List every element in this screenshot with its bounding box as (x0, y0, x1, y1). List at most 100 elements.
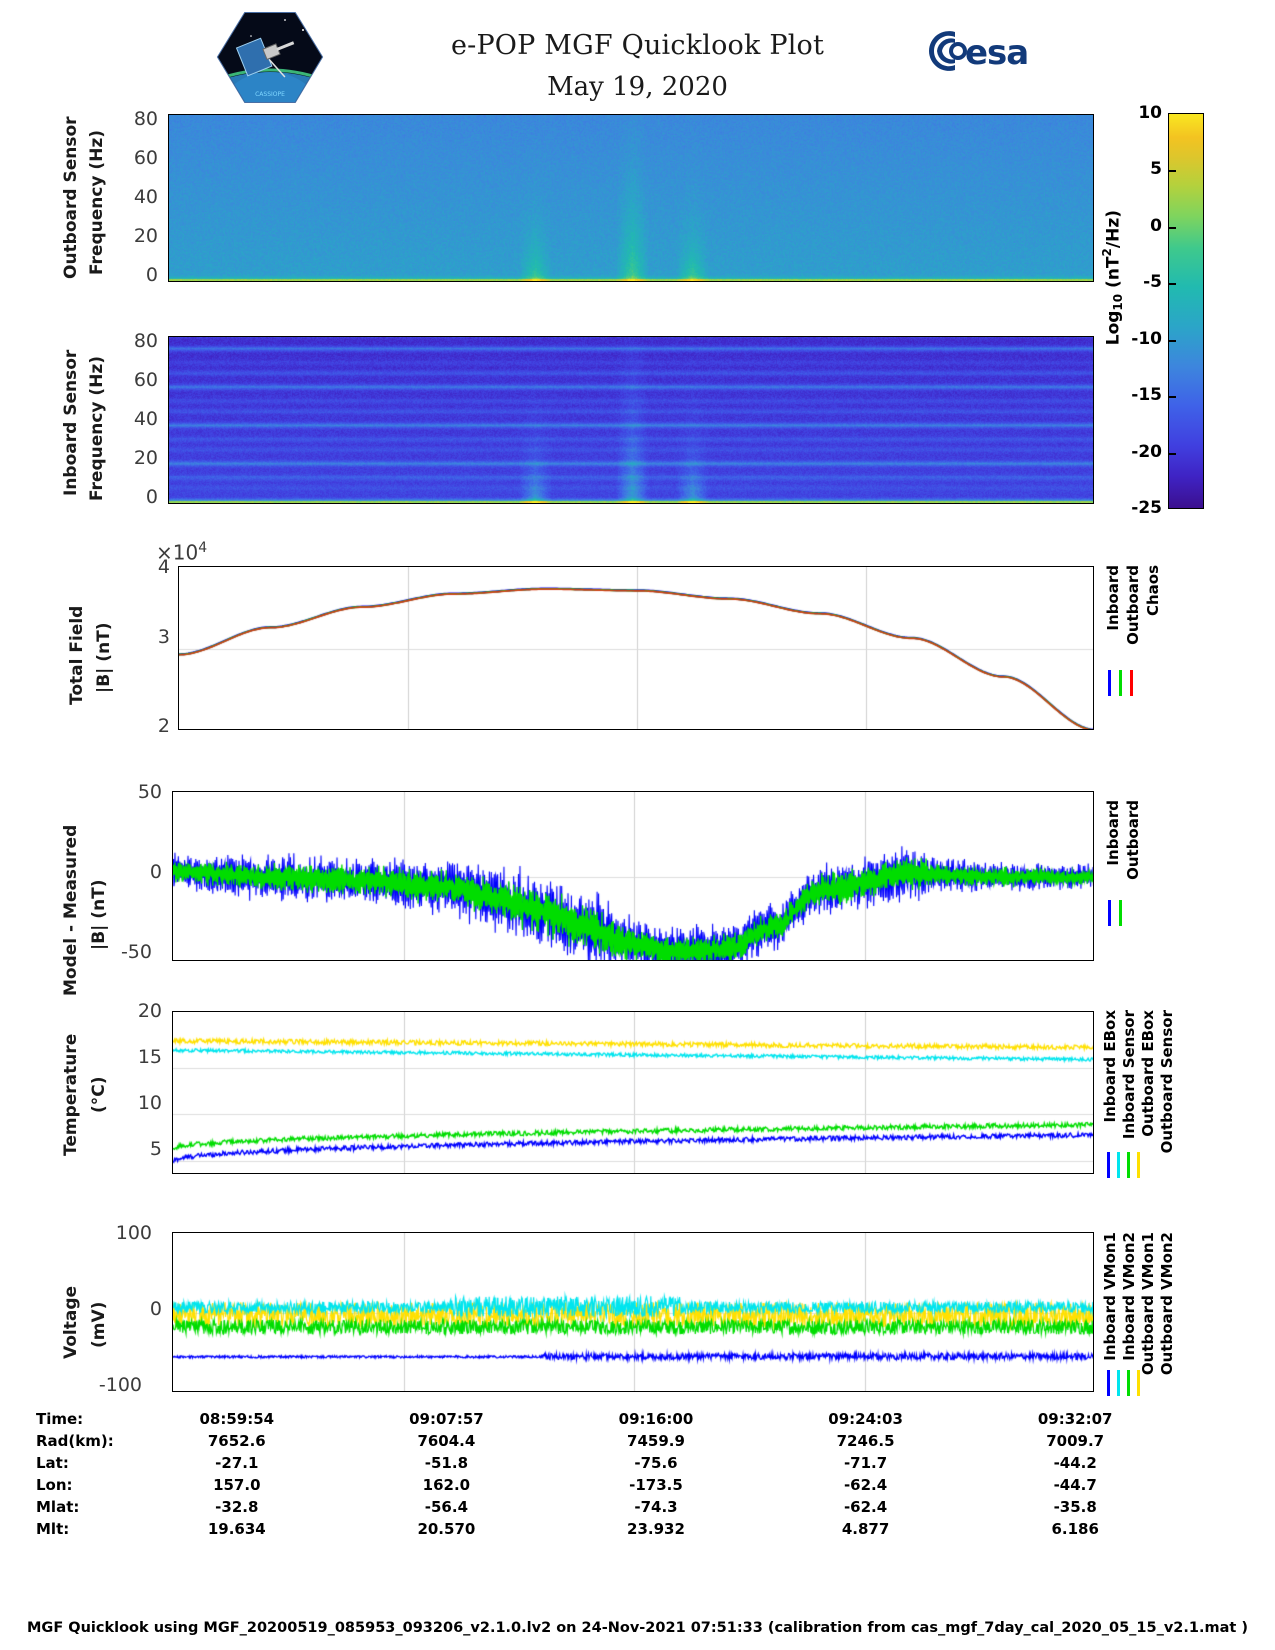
voltage-axes[interactable] (172, 1232, 1094, 1392)
legend-item-chaos: Chaos (1144, 565, 1162, 617)
outboard-spectrogram-axes[interactable] (168, 114, 1094, 282)
swatch-inboard (1108, 900, 1111, 926)
swatch-outboard-ebox (1127, 1152, 1130, 1178)
info-cell: -74.3 (634, 1498, 678, 1516)
info-row: Mlt: 19.634 20.570 23.932 4.877 6.186 (0, 1518, 1180, 1540)
ytick-outboard-40: 40 (133, 186, 158, 208)
ytick-totalfield-3: 3 (157, 626, 170, 648)
ytick-model-0: 0 (149, 861, 162, 883)
ytick-inboard-0: 0 (145, 486, 158, 508)
legend-item-inboard-vmon2: Inboard VMon2 (1120, 1232, 1138, 1361)
info-row-label: Rad(km): (36, 1432, 114, 1450)
svg-text:CASSIOPE: CASSIOPE (255, 91, 285, 98)
info-row-label: Mlat: (36, 1498, 80, 1516)
info-cell: 09:07:57 (409, 1410, 484, 1428)
panel-model-ylabel-line1: Model - Measured (61, 824, 81, 996)
mission-logo: CASSIOPE (215, 10, 325, 105)
legend-item-outboard-ebox: Outboard EBox (1139, 1010, 1157, 1137)
info-cell: 7246.5 (836, 1432, 895, 1450)
inboard-spectrogram-axes[interactable] (168, 336, 1094, 504)
panel-temperature-ylabel-line1: Temperature (61, 1033, 81, 1157)
colorbar-tick--5: -5 (1143, 272, 1162, 292)
info-cell: 09:32:07 (1037, 1410, 1113, 1428)
swatch-inboard-ebox (1107, 1152, 1110, 1178)
info-cell: 7009.7 (1046, 1432, 1105, 1450)
model-minus-measured-axes[interactable] (172, 791, 1094, 961)
panel-inboard-ylabel-line1: Inboard Sensor (61, 349, 81, 496)
info-cell: 162.0 (422, 1476, 471, 1494)
legend-item-outboard: Outboard (1124, 800, 1142, 880)
info-cell: -35.8 (1053, 1498, 1097, 1516)
info-cell: 19.634 (207, 1520, 266, 1538)
ytick-outboard-60: 60 (133, 147, 158, 169)
swatch-outboard-sensor (1137, 1152, 1140, 1178)
ytick-voltage-100: 100 (115, 1222, 152, 1244)
swatch-inboard-sensor (1117, 1152, 1120, 1178)
panel-totalfield-ylabel-line1: Total Field (67, 605, 87, 705)
ytick-voltage--100: -100 (98, 1374, 142, 1396)
colorbar-tick-10: 10 (1138, 103, 1162, 123)
swatch-outboard (1119, 670, 1122, 696)
legend-item-inboard-vmon1: Inboard VMon1 (1101, 1232, 1119, 1361)
legend-swatches-total-field (1108, 670, 1133, 696)
info-cell: 09:16:00 (618, 1410, 694, 1428)
info-row: Lon: 157.0 162.0 -173.5 -62.4 -44.7 (0, 1474, 1180, 1496)
info-cell: 4.877 (841, 1520, 890, 1538)
colorbar[interactable] (1168, 113, 1204, 509)
info-cell: -32.8 (215, 1498, 259, 1516)
legend-item-inboard: Inboard (1104, 565, 1122, 631)
info-cell: -44.7 (1053, 1476, 1097, 1494)
info-table: Time: 08:59:54 09:07:57 09:16:00 09:24:03 09:… (0, 1408, 1180, 1540)
ytick-totalfield-4: 4 (157, 556, 170, 578)
ytick-model-50: 50 (137, 781, 162, 803)
info-cell: -173.5 (629, 1476, 683, 1494)
colorbar-label-sub: 10 (1111, 293, 1126, 311)
info-row-label: Lon: (36, 1476, 73, 1494)
info-cell: 7604.4 (417, 1432, 476, 1450)
info-cell: -62.4 (843, 1476, 888, 1494)
total-field-axes[interactable] (178, 566, 1094, 730)
ytick-inboard-80: 80 (133, 330, 158, 352)
info-row: Lat: -27.1 -51.8 -75.6 -71.7 -44.2 (0, 1452, 1180, 1474)
info-cell: 20.570 (417, 1520, 476, 1538)
footer-note: MGF Quicklook using MGF_20200519_085953_… (26, 1620, 1248, 1636)
info-cell: -27.1 (215, 1454, 259, 1472)
svg-text:esa: esa (965, 33, 1028, 73)
totalfield-exponent-sup: 4 (198, 540, 208, 556)
info-cell: 7459.9 (627, 1432, 685, 1450)
info-cell: -51.8 (424, 1454, 469, 1472)
legend-item-inboard-ebox: Inboard EBox (1101, 1010, 1119, 1123)
legend-item-outboard-vmon1: Outboard VMon1 (1139, 1232, 1157, 1376)
legend-swatches-model (1108, 900, 1122, 926)
info-row-label: Lat: (36, 1454, 69, 1472)
swatch-outboard-vmon1 (1127, 1370, 1130, 1396)
swatch-inboard-vmon2 (1117, 1370, 1120, 1396)
ytick-inboard-60: 60 (133, 369, 158, 391)
info-cell: -75.6 (634, 1454, 678, 1472)
legend-model-minus-measured: Inboard Outboard (1104, 800, 1142, 910)
temperature-axes[interactable] (172, 1011, 1094, 1174)
colorbar-tick--20: -20 (1131, 442, 1162, 462)
colorbar-tick-5: 5 (1150, 159, 1162, 179)
info-row: Rad(km): 7652.6 7604.4 7459.9 7246.5 7009.7 (0, 1430, 1180, 1452)
legend-swatches-voltage (1107, 1370, 1140, 1396)
ytick-outboard-20: 20 (133, 225, 158, 247)
legend-item-inboard-sensor: Inboard Sensor (1120, 1010, 1138, 1140)
ytick-inboard-20: 20 (133, 447, 158, 469)
ytick-temp-10: 10 (137, 1092, 162, 1114)
swatch-outboard (1119, 900, 1122, 926)
page-title: e-POP MGF Quicklook Plot (450, 30, 825, 61)
swatch-chaos (1130, 670, 1133, 696)
legend-temperature: Inboard EBox Inboard Sensor Outboard EBo… (1101, 1010, 1176, 1160)
ytick-outboard-80: 80 (133, 108, 158, 130)
colorbar-tick-0: 0 (1150, 216, 1162, 236)
colorbar-tick--10: -10 (1131, 329, 1162, 349)
info-cell: 09:24:03 (828, 1410, 903, 1428)
legend-voltage: Inboard VMon1 Inboard VMon2 Outboard VMo… (1101, 1232, 1176, 1382)
ytick-totalfield-2: 2 (157, 715, 170, 737)
legend-item-outboard-vmon2: Outboard VMon2 (1158, 1232, 1176, 1376)
legend-total-field: Inboard Outboard Chaos (1104, 565, 1162, 675)
colorbar-tick--25: -25 (1131, 498, 1162, 518)
legend-item-inboard: Inboard (1104, 800, 1122, 866)
swatch-inboard (1108, 670, 1111, 696)
